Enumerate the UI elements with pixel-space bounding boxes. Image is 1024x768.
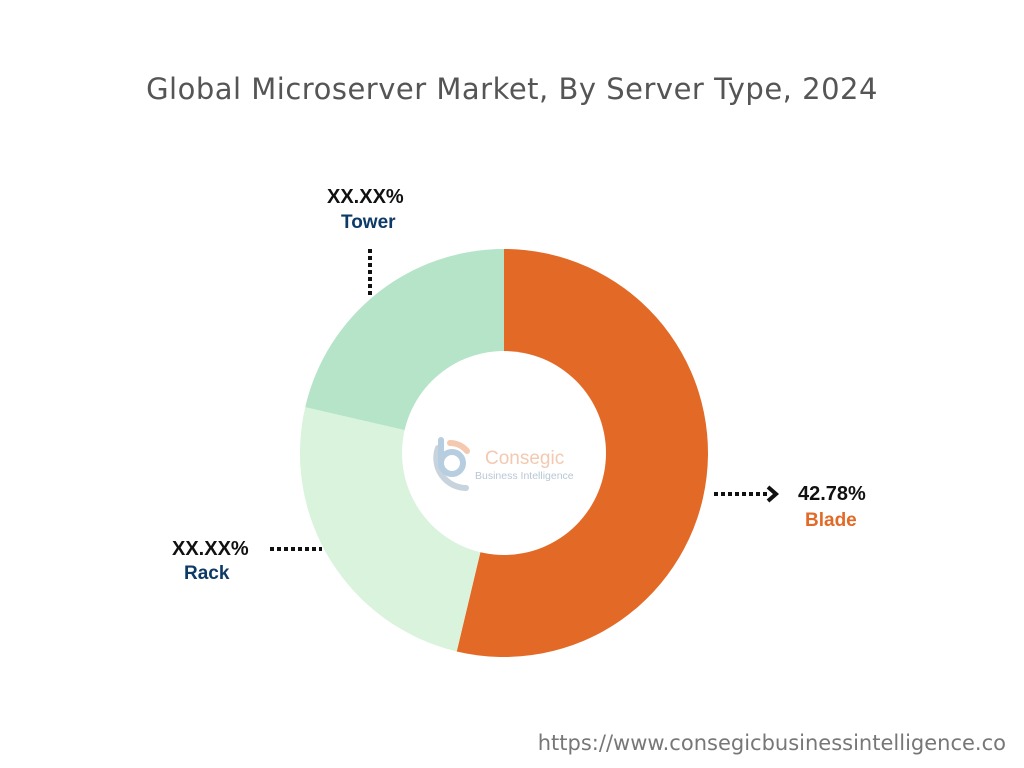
logo-name: Consegic [485,448,565,469]
blade-label: Blade [805,510,857,531]
chart-title: Global Microserver Market, By Server Typ… [146,72,878,106]
blade-value: 42.78% [798,483,866,505]
donut-hole [402,351,606,555]
blade-arrow-icon [766,485,780,503]
tower-label: Tower [341,212,396,233]
logo-tagline: Business Intelligence [475,470,574,482]
rack-value: XX.XX% [172,538,249,560]
logo-icon [433,437,470,491]
source-url: https://www.consegicbusinessintelligence… [537,731,1006,755]
rack-label: Rack [184,563,230,584]
tower-value: XX.XX% [327,186,404,208]
